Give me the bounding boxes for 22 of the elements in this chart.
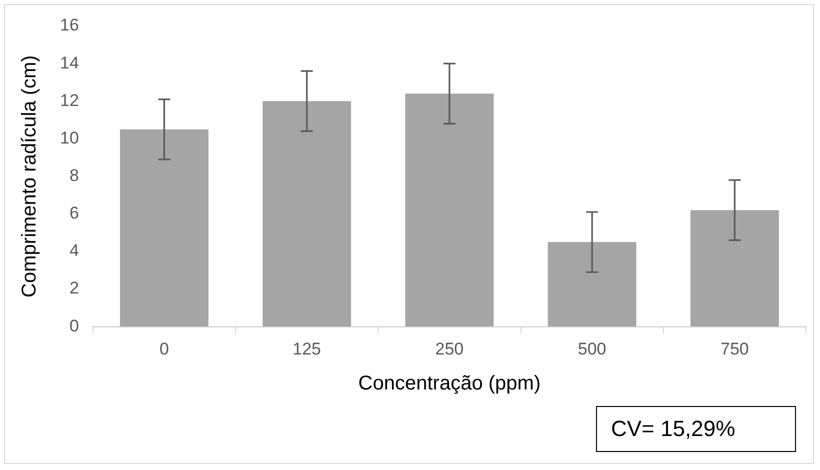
- y-tick-label: 12: [60, 90, 79, 110]
- y-tick-label: 8: [69, 166, 79, 185]
- x-tick-label: 250: [435, 339, 464, 358]
- y-tick-label: 0: [69, 316, 79, 336]
- x-axis-title: Concentração (ppm): [358, 372, 541, 395]
- y-tick-label: 6: [69, 204, 79, 223]
- y-tick-label: 4: [69, 241, 79, 260]
- bar: [548, 242, 636, 327]
- bar: [405, 94, 494, 327]
- y-tick-label: 14: [60, 53, 79, 72]
- bar: [120, 129, 208, 327]
- x-tick-label: 0: [159, 339, 169, 358]
- x-tick-label: 750: [720, 339, 749, 358]
- x-tick-label: 125: [292, 339, 322, 358]
- text: CV= 15,29%: [596, 406, 796, 452]
- bar: [262, 101, 352, 327]
- y-tick-label: 16: [60, 16, 79, 35]
- y-axis-title: Comprimento radícula (cm): [18, 55, 41, 298]
- y-tick-label: 10: [60, 128, 79, 148]
- bar: [690, 210, 779, 327]
- x-tick-label: 500: [578, 339, 606, 358]
- y-tick-label: 2: [69, 278, 79, 298]
